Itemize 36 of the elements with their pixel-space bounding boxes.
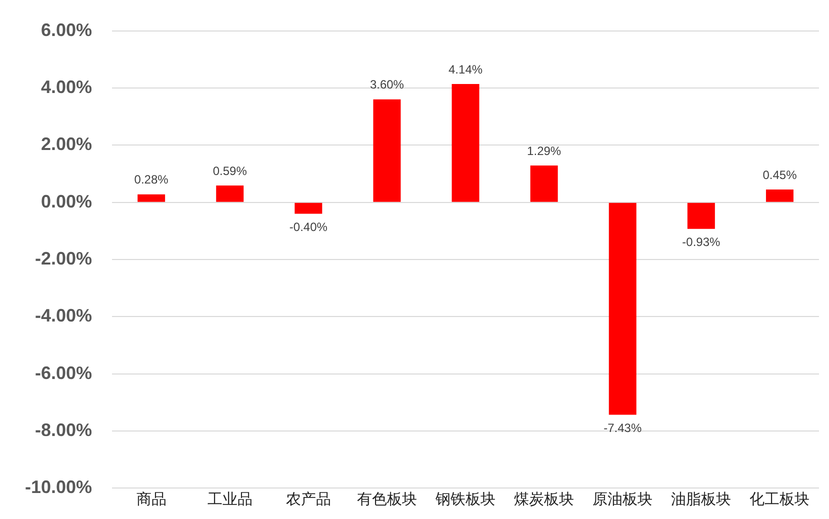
y-tick-label: 4.00%: [40, 76, 92, 97]
data-label: 0.28%: [134, 172, 169, 187]
y-tick-label: -6.00%: [34, 362, 92, 383]
x-tick-label: 煤炭板块: [514, 490, 574, 508]
bar: [687, 202, 715, 229]
data-label: 3.60%: [370, 78, 404, 92]
x-tick-label: 农产品: [286, 490, 331, 508]
y-tick-label: -2.00%: [34, 248, 92, 268]
y-tick-label: -10.00%: [24, 477, 92, 498]
y-tick-label: -8.00%: [34, 420, 92, 440]
data-label: 0.59%: [212, 164, 248, 178]
x-tick-label: 有色板块: [356, 490, 417, 508]
data-label: -0.40%: [289, 220, 328, 234]
bar: [530, 165, 558, 202]
data-label: 1.29%: [527, 144, 562, 158]
bar: [373, 99, 401, 202]
x-tick-label: 工业品: [207, 490, 252, 508]
y-tick-label: -4.00%: [34, 306, 92, 326]
x-tick-label: 化工板块: [750, 490, 810, 508]
y-tick-label: 0.00%: [40, 191, 92, 212]
bar: [608, 202, 636, 415]
bar: [216, 185, 244, 202]
x-tick-label: 商品: [136, 490, 166, 508]
bar: [766, 189, 794, 202]
data-label: 4.14%: [448, 62, 483, 76]
y-tick-label: 6.00%: [40, 20, 92, 40]
bar: [452, 84, 480, 202]
data-label: -7.43%: [604, 421, 642, 436]
x-tick-label: 钢铁板块: [434, 490, 496, 508]
x-tick-label: 油脂板块: [671, 490, 732, 508]
y-tick-label: 2.00%: [40, 134, 92, 154]
bar: [138, 194, 166, 202]
bar: [294, 202, 322, 214]
data-label: 0.45%: [762, 168, 798, 182]
x-tick-label: 原油板块: [592, 490, 653, 508]
data-label: -0.93%: [682, 235, 721, 250]
